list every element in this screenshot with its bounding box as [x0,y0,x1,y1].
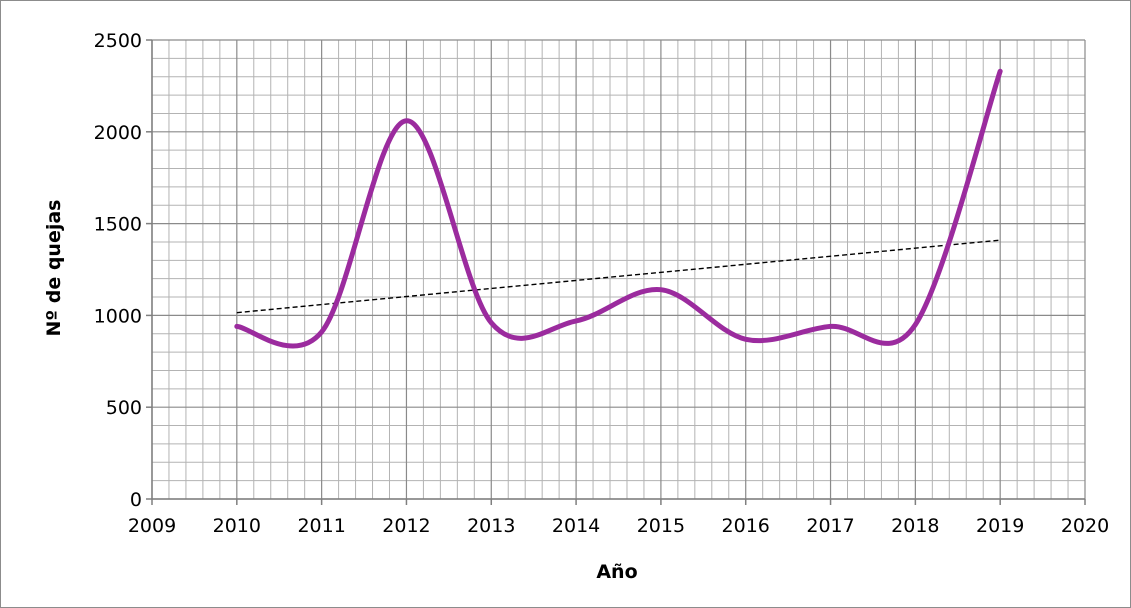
x-tick-label: 2011 [297,515,345,537]
y-axis-title: Nº de quejas [43,200,65,337]
y-tick-label: 500 [106,397,142,419]
y-tick-label: 2500 [94,30,142,52]
x-axis-title: Año [596,561,637,583]
y-tick-label: 0 [130,489,142,511]
minor-grid [152,40,1085,499]
x-axis-ticks: 2009 2010 2011 2012 2013 2014 2015 2016 2017 2018… [128,499,1109,537]
x-tick-label: 2010 [213,515,261,537]
y-axis-ticks: 0 500 1000 1500 2000 2500 [94,30,152,511]
major-grid [151,39,1086,500]
x-tick-label: 2009 [128,515,176,537]
x-tick-label: 2018 [891,515,939,537]
series-layer [234,68,1003,349]
x-tick-label: 2012 [382,515,430,537]
series-line [234,68,1003,349]
x-tick-label: 2017 [806,515,854,537]
x-tick-label: 2016 [722,515,770,537]
x-tick-label: 2014 [552,515,600,537]
y-tick-label: 2000 [94,122,142,144]
x-tick-label: 2019 [976,515,1024,537]
y-tick-label: 1500 [94,214,142,236]
x-tick-label: 2015 [637,515,685,537]
y-tick-label: 1000 [94,305,142,327]
x-tick-label: 2020 [1061,515,1109,537]
x-tick-label: 2013 [467,515,515,537]
axes [151,40,1085,500]
